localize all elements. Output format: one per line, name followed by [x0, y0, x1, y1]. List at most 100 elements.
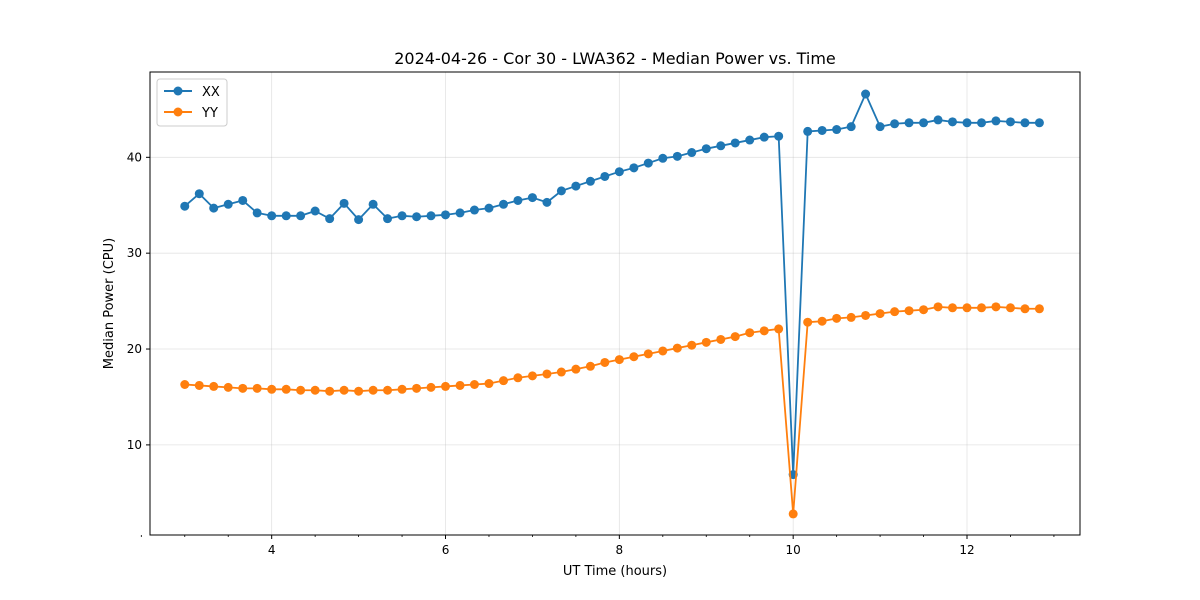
data-point-xx: [701, 144, 711, 154]
plot-frame: [149, 71, 1081, 536]
data-point-yy: [875, 309, 885, 319]
data-point-yy: [585, 361, 595, 371]
data-point-yy: [701, 337, 711, 347]
x-tick-label: 12: [959, 543, 974, 557]
data-point-xx: [730, 138, 740, 148]
data-point-xx: [542, 197, 552, 207]
data-point-xx: [383, 214, 393, 224]
x-axis-label: UT Time (hours): [563, 564, 667, 579]
data-point-yy: [759, 326, 769, 336]
data-point-yy: [919, 305, 929, 315]
data-point-xx: [803, 126, 813, 136]
data-point-xx: [339, 198, 349, 208]
data-point-yy: [383, 385, 393, 395]
chart-title: 2024-04-26 - Cor 30 - LWA362 - Median Po…: [394, 49, 836, 68]
data-point-yy: [1020, 304, 1030, 314]
data-point-xx: [687, 148, 697, 158]
data-point-xx: [354, 215, 364, 225]
legend-xx-marker: [173, 86, 183, 96]
legend-yy-marker: [173, 107, 183, 117]
data-point-xx: [1020, 118, 1030, 128]
data-point-yy: [1005, 303, 1015, 313]
data-point-yy: [658, 346, 668, 356]
data-point-yy: [832, 313, 842, 323]
data-point-xx: [412, 212, 422, 222]
data-point-yy: [296, 385, 306, 395]
series-markers-yy: [180, 302, 1044, 519]
data-point-xx: [947, 117, 957, 127]
data-point-xx: [658, 153, 668, 163]
data-point-yy: [962, 303, 972, 313]
data-point-xx: [846, 122, 856, 132]
x-tick-label: 6: [442, 543, 450, 557]
data-point-yy: [542, 369, 552, 379]
data-point-xx: [571, 181, 581, 191]
data-point-yy: [687, 340, 697, 350]
data-point-yy: [310, 385, 320, 395]
data-point-xx: [209, 203, 219, 213]
data-point-yy: [672, 343, 682, 353]
data-point-xx: [527, 193, 537, 203]
data-point-xx: [238, 195, 248, 205]
data-point-yy: [194, 380, 204, 390]
data-point-xx: [194, 189, 204, 199]
data-point-yy: [267, 384, 277, 394]
data-point-yy: [774, 324, 784, 334]
data-point-yy: [571, 364, 581, 374]
data-point-yy: [788, 509, 798, 519]
data-point-xx: [933, 115, 943, 125]
data-point-xx: [759, 132, 769, 142]
data-point-yy: [252, 383, 262, 393]
data-point-xx: [832, 125, 842, 135]
data-point-xx: [600, 171, 610, 181]
data-point-xx: [484, 203, 494, 213]
x-tick-label: 10: [786, 543, 801, 557]
data-point-xx: [629, 163, 639, 173]
data-point-yy: [817, 316, 827, 326]
data-point-yy: [223, 382, 233, 392]
data-point-yy: [513, 373, 523, 383]
data-point-xx: [817, 125, 827, 135]
data-point-yy: [947, 303, 957, 313]
data-point-yy: [354, 386, 364, 396]
data-point-yy: [933, 302, 943, 312]
data-point-xx: [368, 199, 378, 209]
data-point-xx: [774, 131, 784, 141]
x-tick-label: 8: [616, 543, 624, 557]
data-point-xx: [904, 118, 914, 128]
data-point-xx: [962, 118, 972, 128]
data-point-yy: [441, 381, 451, 391]
data-point-yy: [469, 380, 479, 389]
data-point-yy: [1034, 304, 1044, 314]
data-point-xx: [397, 211, 407, 221]
data-point-xx: [861, 89, 871, 99]
data-point-yy: [397, 384, 407, 394]
data-point-xx: [441, 210, 451, 220]
data-point-yy: [629, 352, 639, 362]
data-point-xx: [745, 135, 755, 145]
data-point-xx: [325, 214, 335, 224]
y-axis-label: Median Power (CPU): [102, 238, 117, 369]
y-tick-label: 20: [127, 342, 142, 356]
data-point-xx: [426, 211, 436, 221]
data-point-yy: [803, 317, 813, 327]
data-point-xx: [455, 208, 465, 218]
data-point-xx: [498, 199, 508, 209]
data-point-xx: [991, 116, 1001, 126]
data-point-yy: [904, 306, 914, 316]
series-layer: [180, 89, 1044, 519]
data-point-xx: [556, 186, 566, 196]
data-point-yy: [991, 302, 1001, 312]
data-point-xx: [672, 151, 682, 161]
series-markers-xx: [180, 89, 1044, 480]
data-point-yy: [716, 334, 726, 344]
data-point-yy: [643, 349, 653, 359]
data-point-xx: [296, 211, 306, 221]
data-point-yy: [527, 371, 537, 381]
data-point-xx: [919, 118, 929, 128]
data-point-xx: [890, 119, 900, 129]
data-point-yy: [846, 312, 856, 322]
y-tick-label: 40: [127, 150, 142, 164]
x-axis: 4 6 8 10 12: [140, 535, 1055, 557]
